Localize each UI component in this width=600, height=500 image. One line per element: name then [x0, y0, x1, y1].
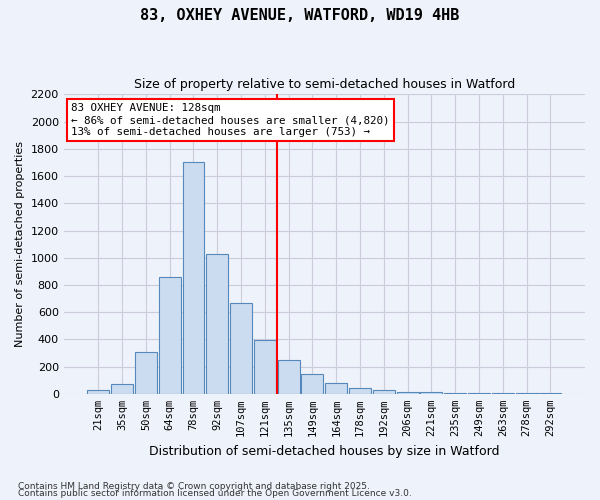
Bar — [397, 392, 419, 394]
Bar — [444, 393, 466, 394]
Bar — [492, 393, 514, 394]
Bar — [421, 392, 442, 394]
Text: Contains public sector information licensed under the Open Government Licence v3: Contains public sector information licen… — [18, 489, 412, 498]
Bar — [539, 393, 562, 394]
Text: Contains HM Land Registry data © Crown copyright and database right 2025.: Contains HM Land Registry data © Crown c… — [18, 482, 370, 491]
Bar — [468, 393, 490, 394]
Bar — [182, 162, 205, 394]
Bar — [206, 254, 228, 394]
Bar — [135, 352, 157, 394]
Bar — [325, 383, 347, 394]
Bar — [111, 384, 133, 394]
Bar — [515, 393, 538, 394]
Bar — [254, 340, 276, 394]
Title: Size of property relative to semi-detached houses in Watford: Size of property relative to semi-detach… — [134, 78, 515, 90]
Bar — [349, 388, 371, 394]
Bar — [278, 360, 299, 394]
X-axis label: Distribution of semi-detached houses by size in Watford: Distribution of semi-detached houses by … — [149, 444, 500, 458]
Text: 83 OXHEY AVENUE: 128sqm
← 86% of semi-detached houses are smaller (4,820)
13% of: 83 OXHEY AVENUE: 128sqm ← 86% of semi-de… — [71, 104, 390, 136]
Y-axis label: Number of semi-detached properties: Number of semi-detached properties — [15, 141, 25, 347]
Bar — [230, 302, 252, 394]
Bar — [373, 390, 395, 394]
Bar — [301, 374, 323, 394]
Bar — [159, 277, 181, 394]
Text: 83, OXHEY AVENUE, WATFORD, WD19 4HB: 83, OXHEY AVENUE, WATFORD, WD19 4HB — [140, 8, 460, 22]
Bar — [88, 390, 109, 394]
